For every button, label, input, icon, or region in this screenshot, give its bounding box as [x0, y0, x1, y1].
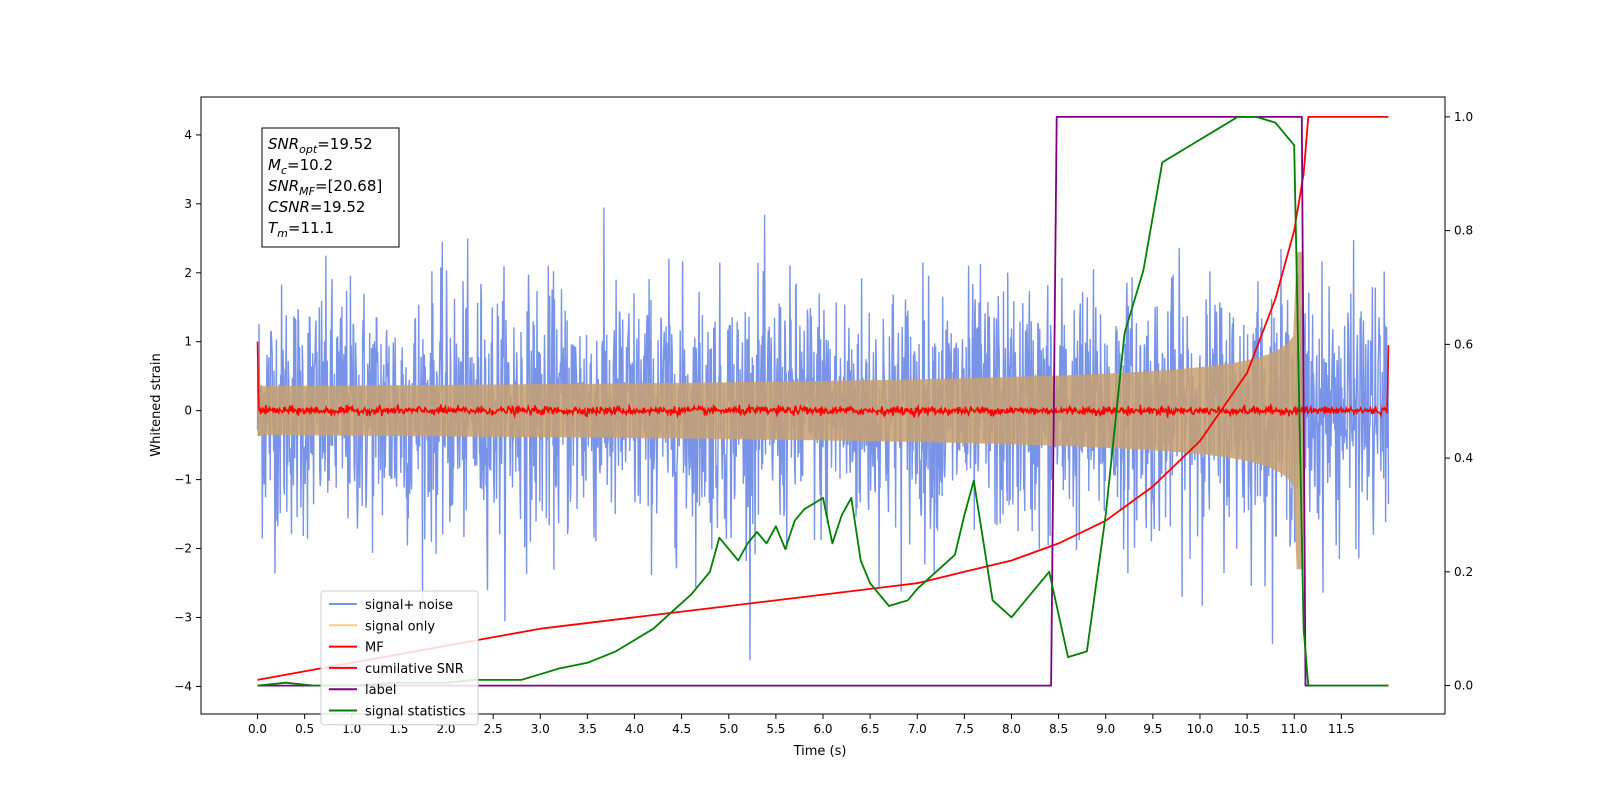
y2-tick-label: 0.4: [1454, 451, 1473, 465]
legend-label: signal statistics: [365, 705, 466, 720]
series-layer: [256, 116, 1390, 687]
y2-tick-label: 0.2: [1454, 565, 1473, 579]
x-tick-label: 7.0: [908, 722, 927, 736]
x-axis: 0.0 0.5 1.0 1.5 2.0 2.5 3.0 3.5 4.0 4.5 5.0 5.5 6.0 6…: [248, 714, 1355, 736]
x-tick-label: 1.0: [342, 722, 361, 736]
y-axis-left: 4 3 2 1 0 −1 −2 −3 −4: [174, 128, 201, 693]
legend: signal+ noise signal only MF cumilative SNR…: [320, 590, 479, 726]
series-signal-statistics: [257, 116, 1389, 687]
series-cumilative-snr: [257, 116, 1389, 681]
info-line: CSNR=19.52: [268, 198, 365, 216]
x-tick-label: 6.5: [861, 722, 880, 736]
y-tick-label: 0: [184, 404, 192, 418]
x-tick-label: 1.5: [389, 722, 408, 736]
x-tick-label: 5.5: [766, 722, 785, 736]
x-tick-label: 4.0: [625, 722, 644, 736]
legend-frame: [320, 590, 479, 726]
info-line: SNRMF=[20.68]: [268, 177, 382, 198]
y2-tick-label: 0.0: [1454, 679, 1473, 693]
legend-label: signal only: [365, 619, 435, 634]
info-box: SNRopt=19.52Mc=10.2SNRMF=[20.68]CSNR=19.…: [261, 127, 400, 248]
x-axis-title: Time (s): [793, 744, 847, 759]
x-tick-label: 0.5: [295, 722, 314, 736]
y2-tick-label: 0.8: [1454, 224, 1473, 238]
info-line: SNRopt=19.52: [268, 135, 373, 156]
x-tick-label: 0.0: [248, 722, 267, 736]
y-tick-label: 1: [184, 335, 192, 349]
legend-label: label: [365, 683, 396, 698]
y-tick-label: −3: [174, 610, 192, 624]
legend-label: MF: [365, 641, 384, 656]
y-tick-label: 2: [184, 266, 192, 280]
x-tick-label: 3.0: [531, 722, 550, 736]
x-tick-label: 2.5: [484, 722, 503, 736]
x-tick-label: 9.5: [1143, 722, 1162, 736]
info-box-frame: [261, 127, 400, 248]
x-tick-label: 10.0: [1187, 722, 1214, 736]
x-tick-label: 9.0: [1096, 722, 1115, 736]
x-tick-label: 8.0: [1002, 722, 1021, 736]
legend-label: cumilative SNR: [365, 662, 464, 677]
x-tick-label: 8.5: [1049, 722, 1068, 736]
x-tick-label: 7.5: [955, 722, 974, 736]
y2-tick-label: 1.0: [1454, 110, 1473, 124]
x-tick-label: 11.5: [1328, 722, 1355, 736]
y-tick-label: −2: [174, 542, 192, 556]
x-tick-label: 5.0: [719, 722, 738, 736]
x-tick-label: 10.5: [1234, 722, 1261, 736]
x-tick-label: 4.5: [672, 722, 691, 736]
info-line: Mc=10.2: [268, 156, 333, 177]
y-tick-label: −4: [174, 679, 192, 693]
y-tick-label: 3: [184, 197, 192, 211]
y-tick-label: −1: [174, 473, 192, 487]
legend-label: signal+ noise: [365, 598, 453, 613]
x-tick-label: 2.0: [436, 722, 455, 736]
x-tick-label: 3.5: [578, 722, 597, 736]
x-tick-label: 11.0: [1281, 722, 1308, 736]
y2-tick-label: 0.6: [1454, 337, 1473, 351]
y-axis-right: 1.0 0.8 0.6 0.4 0.2 0.0: [1445, 110, 1473, 693]
x-tick-label: 6.0: [813, 722, 832, 736]
info-line: Tm=11.1: [268, 219, 334, 240]
y-axis-title: Whitened strain: [149, 353, 164, 456]
series-mf: [256, 341, 1390, 419]
y-tick-label: 4: [184, 128, 192, 142]
